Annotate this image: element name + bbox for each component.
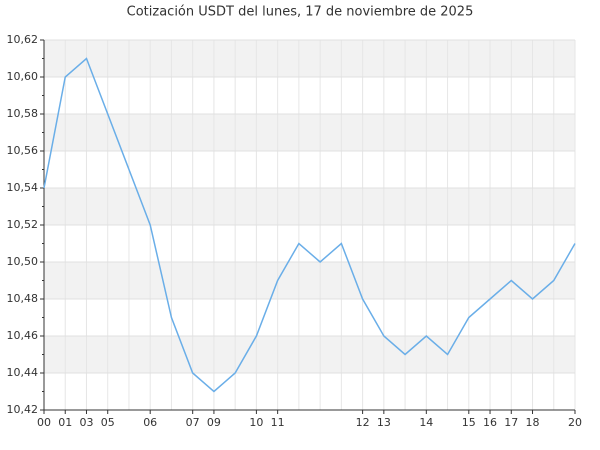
y-tick-label: 10,50 <box>7 255 39 268</box>
series-line <box>43 57 576 393</box>
y-tick-label: 10,62 <box>7 33 39 46</box>
y-tick-label: 10,44 <box>7 366 39 379</box>
x-tick-label: 05 <box>101 416 115 429</box>
x-tick-label: 15 <box>462 416 476 429</box>
y-tick-label: 10,60 <box>7 70 39 83</box>
x-tick-label: 01 <box>58 416 72 429</box>
x-tick-label: 07 <box>186 416 200 429</box>
grid-band <box>44 114 575 151</box>
y-tick-label: 10,48 <box>7 292 39 305</box>
y-tick-label: 10,52 <box>7 218 39 231</box>
grid-band <box>44 188 575 225</box>
y-tick-label: 10,56 <box>7 144 39 157</box>
x-tick-label: 17 <box>504 416 518 429</box>
grid-band <box>44 40 575 77</box>
y-tick-label: 10,58 <box>7 107 39 120</box>
y-tick-label: 10,42 <box>7 403 39 416</box>
x-tick-label: 00 <box>37 416 51 429</box>
x-tick-label: 03 <box>79 416 93 429</box>
x-tick-label: 09 <box>207 416 221 429</box>
x-tick-label: 14 <box>419 416 433 429</box>
grid-band <box>44 336 575 373</box>
x-tick-label: 11 <box>271 416 285 429</box>
x-tick-label: 06 <box>143 416 157 429</box>
y-tick-label: 10,54 <box>7 181 39 194</box>
y-tick-label: 10,46 <box>7 329 39 342</box>
chart-title: Cotización USDT del lunes, 17 de noviemb… <box>127 5 474 20</box>
x-tick-label: 12 <box>356 416 370 429</box>
x-tick-label: 16 <box>483 416 497 429</box>
grid-band <box>44 262 575 299</box>
x-tick-label: 18 <box>526 416 540 429</box>
x-tick-label: 10 <box>249 416 263 429</box>
x-tick-label: 13 <box>377 416 391 429</box>
x-tick-label: 20 <box>568 416 582 429</box>
